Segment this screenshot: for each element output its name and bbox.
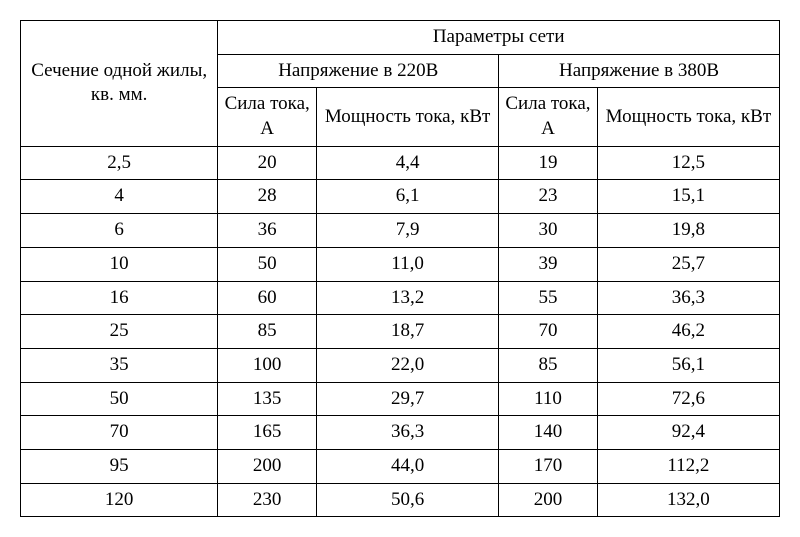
cell-power_220: 11,0 — [316, 247, 498, 281]
header-voltage-220: Напряжение в 220В — [218, 54, 499, 88]
cell-section: 50 — [21, 382, 218, 416]
cell-power_380: 46,2 — [597, 315, 779, 349]
cell-current_220: 135 — [218, 382, 317, 416]
cell-power_220: 50,6 — [316, 483, 498, 517]
table-row: 5013529,711072,6 — [21, 382, 780, 416]
cell-current_220: 20 — [218, 146, 317, 180]
cell-power_380: 12,5 — [597, 146, 779, 180]
cell-current_380: 200 — [499, 483, 598, 517]
table-row: 105011,03925,7 — [21, 247, 780, 281]
cell-power_380: 132,0 — [597, 483, 779, 517]
cell-power_220: 7,9 — [316, 214, 498, 248]
cell-current_380: 55 — [499, 281, 598, 315]
cell-power_380: 25,7 — [597, 247, 779, 281]
cell-section: 2,5 — [21, 146, 218, 180]
cell-power_380: 72,6 — [597, 382, 779, 416]
cell-power_220: 18,7 — [316, 315, 498, 349]
table-body: 2,5204,41912,54286,12315,16367,93019,810… — [21, 146, 780, 517]
cell-current_220: 60 — [218, 281, 317, 315]
table-row: 2,5204,41912,5 — [21, 146, 780, 180]
cell-current_220: 28 — [218, 180, 317, 214]
cell-section: 25 — [21, 315, 218, 349]
header-section: Сечение одной жилы, кв. мм. — [21, 21, 218, 147]
cell-power_220: 36,3 — [316, 416, 498, 450]
table-row: 6367,93019,8 — [21, 214, 780, 248]
cell-section: 16 — [21, 281, 218, 315]
header-row-1: Сечение одной жилы, кв. мм. Параметры се… — [21, 21, 780, 55]
cell-current_380: 70 — [499, 315, 598, 349]
table-header: Сечение одной жилы, кв. мм. Параметры се… — [21, 21, 780, 147]
cell-power_220: 44,0 — [316, 449, 498, 483]
table-row: 12023050,6200132,0 — [21, 483, 780, 517]
cell-power_220: 4,4 — [316, 146, 498, 180]
cell-power_380: 112,2 — [597, 449, 779, 483]
cell-power_380: 92,4 — [597, 416, 779, 450]
cell-current_380: 85 — [499, 348, 598, 382]
cell-section: 35 — [21, 348, 218, 382]
cell-power_220: 13,2 — [316, 281, 498, 315]
table-row: 4286,12315,1 — [21, 180, 780, 214]
table-row: 258518,77046,2 — [21, 315, 780, 349]
cell-section: 95 — [21, 449, 218, 483]
cell-power_380: 19,8 — [597, 214, 779, 248]
cell-section: 70 — [21, 416, 218, 450]
table-row: 166013,25536,3 — [21, 281, 780, 315]
table-row: 9520044,0170112,2 — [21, 449, 780, 483]
cell-current_380: 30 — [499, 214, 598, 248]
cell-current_220: 50 — [218, 247, 317, 281]
cell-current_220: 200 — [218, 449, 317, 483]
table-row: 3510022,08556,1 — [21, 348, 780, 382]
cell-current_220: 100 — [218, 348, 317, 382]
cell-section: 10 — [21, 247, 218, 281]
header-params: Параметры сети — [218, 21, 780, 55]
cell-current_380: 23 — [499, 180, 598, 214]
header-voltage-380: Напряжение в 380В — [499, 54, 780, 88]
cell-current_380: 170 — [499, 449, 598, 483]
cell-current_220: 165 — [218, 416, 317, 450]
cell-section: 120 — [21, 483, 218, 517]
cell-power_220: 22,0 — [316, 348, 498, 382]
cell-current_380: 19 — [499, 146, 598, 180]
cell-section: 4 — [21, 180, 218, 214]
cell-current_380: 140 — [499, 416, 598, 450]
cell-section: 6 — [21, 214, 218, 248]
cell-power_380: 15,1 — [597, 180, 779, 214]
table-row: 7016536,314092,4 — [21, 416, 780, 450]
cell-power_380: 56,1 — [597, 348, 779, 382]
wire-parameters-table: Сечение одной жилы, кв. мм. Параметры се… — [20, 20, 780, 517]
cell-current_220: 36 — [218, 214, 317, 248]
cell-power_220: 6,1 — [316, 180, 498, 214]
cell-power_220: 29,7 — [316, 382, 498, 416]
cell-current_380: 39 — [499, 247, 598, 281]
cell-current_380: 110 — [499, 382, 598, 416]
header-current-380: Сила тока, А — [499, 88, 598, 146]
cell-power_380: 36,3 — [597, 281, 779, 315]
cell-current_220: 85 — [218, 315, 317, 349]
header-power-380: Мощность тока, кВт — [597, 88, 779, 146]
header-power-220: Мощность тока, кВт — [316, 88, 498, 146]
cell-current_220: 230 — [218, 483, 317, 517]
header-current-220: Сила тока, А — [218, 88, 317, 146]
